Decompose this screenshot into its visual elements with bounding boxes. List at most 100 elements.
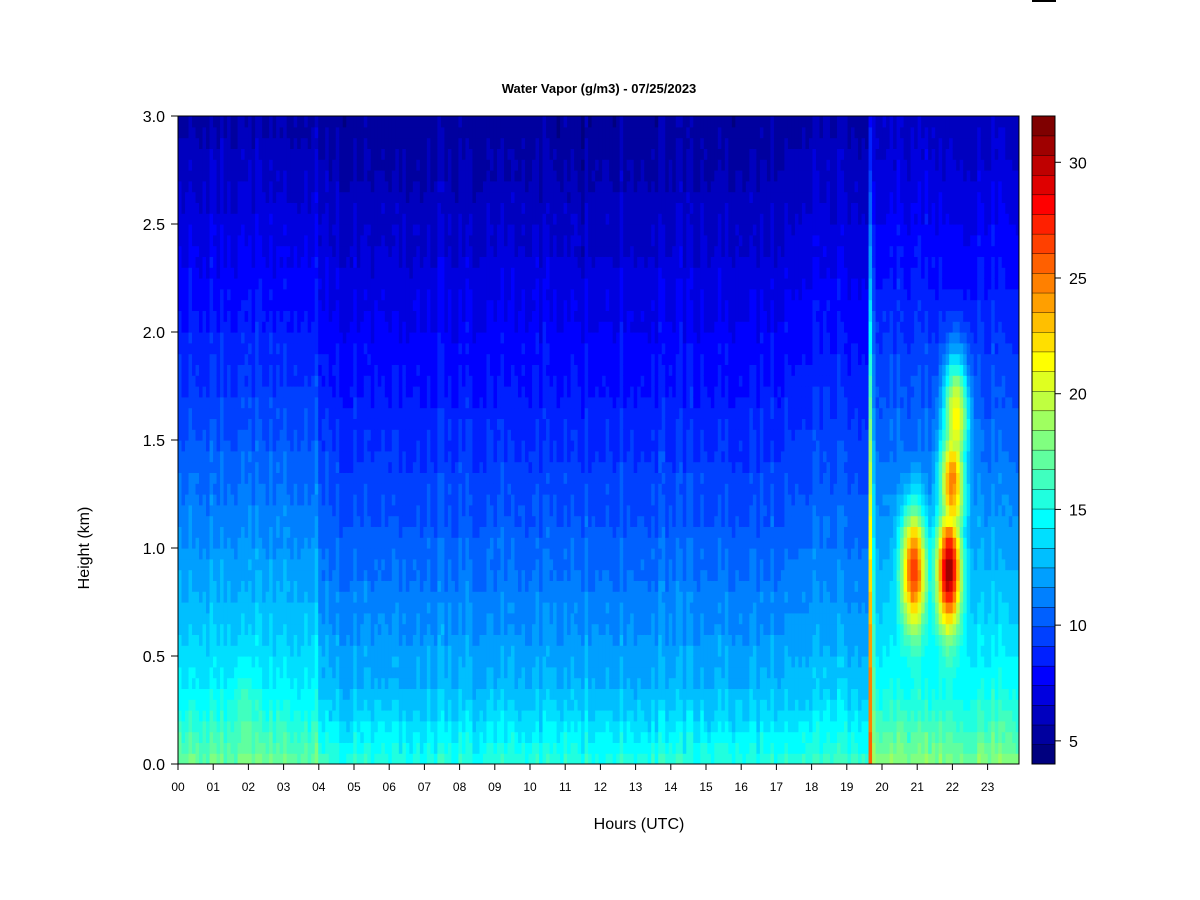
heatmap-cell xyxy=(384,386,389,398)
heatmap-cell xyxy=(318,612,323,625)
heatmap-cell xyxy=(300,688,305,700)
heatmap-cell xyxy=(374,602,379,614)
heatmap-cell xyxy=(269,710,274,722)
heatmap-cell xyxy=(244,515,249,527)
heatmap-cell xyxy=(405,688,410,700)
heatmap-cell xyxy=(374,202,379,214)
heatmap-cell xyxy=(248,602,253,614)
heatmap-cell xyxy=(272,558,277,571)
heatmap-cell xyxy=(381,742,386,754)
heatmap-cell xyxy=(325,548,330,560)
heatmap-cell xyxy=(234,548,239,560)
heatmap-cell xyxy=(335,440,340,452)
heatmap-cell xyxy=(342,720,347,733)
heatmap-cell xyxy=(374,569,379,581)
heatmap-cell xyxy=(437,537,442,549)
heatmap-cell xyxy=(402,440,407,452)
heatmap-cell xyxy=(258,580,263,592)
heatmap-cell xyxy=(451,396,456,409)
heatmap-cell xyxy=(283,450,288,463)
heatmap-cell xyxy=(335,116,340,128)
heatmap-cell xyxy=(251,504,256,517)
heatmap-cell xyxy=(297,364,302,376)
heatmap-cell xyxy=(237,299,242,311)
heatmap-cell xyxy=(230,472,235,484)
heatmap-cell xyxy=(419,483,424,495)
heatmap-cell xyxy=(265,137,270,149)
heatmap-cell xyxy=(192,245,197,257)
heatmap-cell xyxy=(416,602,421,614)
heatmap-cell xyxy=(255,494,260,506)
heatmap-cell xyxy=(265,267,270,279)
heatmap-cell xyxy=(220,170,225,182)
heatmap-cell xyxy=(272,418,277,430)
heatmap-cell xyxy=(213,548,218,560)
heatmap-cell xyxy=(185,234,190,247)
heatmap-cell xyxy=(391,180,396,193)
heatmap-cell xyxy=(185,440,190,452)
heatmap-cell xyxy=(234,375,239,387)
heatmap-cell xyxy=(307,688,312,700)
heatmap-cell xyxy=(447,666,453,679)
heatmap-cell xyxy=(241,170,246,182)
heatmap-cell xyxy=(339,288,344,301)
heatmap-cell xyxy=(346,256,351,268)
heatmap-cell xyxy=(451,191,456,203)
heatmap-cell xyxy=(444,213,449,225)
heatmap-cell xyxy=(255,321,260,333)
heatmap-cell xyxy=(293,558,298,571)
heatmap-cell xyxy=(304,180,309,193)
heatmap-cell xyxy=(437,299,442,311)
heatmap-cell xyxy=(367,731,372,743)
heatmap-cell xyxy=(430,170,435,182)
heatmap-cell xyxy=(220,116,225,128)
heatmap-cell xyxy=(381,332,386,344)
heatmap-cell xyxy=(223,396,228,409)
heatmap-cell xyxy=(185,288,190,301)
heatmap-cell xyxy=(188,353,193,365)
heatmap-cell xyxy=(213,396,218,409)
heatmap-cell xyxy=(269,548,274,560)
heatmap-cell xyxy=(311,591,316,603)
heatmap-cell xyxy=(349,116,354,128)
heatmap-cell xyxy=(307,656,312,668)
heatmap-cell xyxy=(349,515,354,527)
heatmap-cell xyxy=(363,731,368,743)
heatmap-cell xyxy=(192,537,197,549)
heatmap-cell xyxy=(384,753,389,764)
heatmap-cell xyxy=(391,418,396,430)
heatmap-cell xyxy=(213,267,218,279)
heatmap-cell xyxy=(188,526,193,538)
heatmap-cell xyxy=(395,234,400,247)
heatmap-cell xyxy=(430,472,435,484)
heatmap-cell xyxy=(192,353,197,365)
heatmap-cell xyxy=(227,623,232,635)
heatmap-cell xyxy=(381,429,386,441)
heatmap-cell xyxy=(237,515,242,527)
heatmap-cell xyxy=(451,202,456,214)
heatmap-cell xyxy=(237,461,242,473)
heatmap-cell xyxy=(262,494,267,506)
heatmap-cell xyxy=(311,234,316,247)
heatmap-cell xyxy=(199,288,204,301)
heatmap-cell xyxy=(437,699,442,711)
heatmap-cell xyxy=(202,504,207,517)
heatmap-cell xyxy=(206,688,211,700)
heatmap-cell xyxy=(178,623,183,635)
heatmap-cell xyxy=(300,580,305,592)
heatmap-cell xyxy=(437,580,442,592)
heatmap-cell xyxy=(255,634,260,646)
heatmap-cell xyxy=(188,710,193,722)
heatmap-cell xyxy=(297,386,302,398)
heatmap-cell xyxy=(265,472,270,484)
heatmap-cell xyxy=(178,148,183,160)
heatmap-cell xyxy=(279,720,284,733)
heatmap-cell xyxy=(318,418,323,430)
heatmap-cell xyxy=(458,299,463,311)
heatmap-cell xyxy=(206,515,211,527)
heatmap-cell xyxy=(335,407,340,419)
heatmap-cell xyxy=(384,278,389,290)
heatmap-cell xyxy=(353,386,358,398)
heatmap-cell xyxy=(409,224,414,236)
heatmap-cell xyxy=(374,710,379,722)
